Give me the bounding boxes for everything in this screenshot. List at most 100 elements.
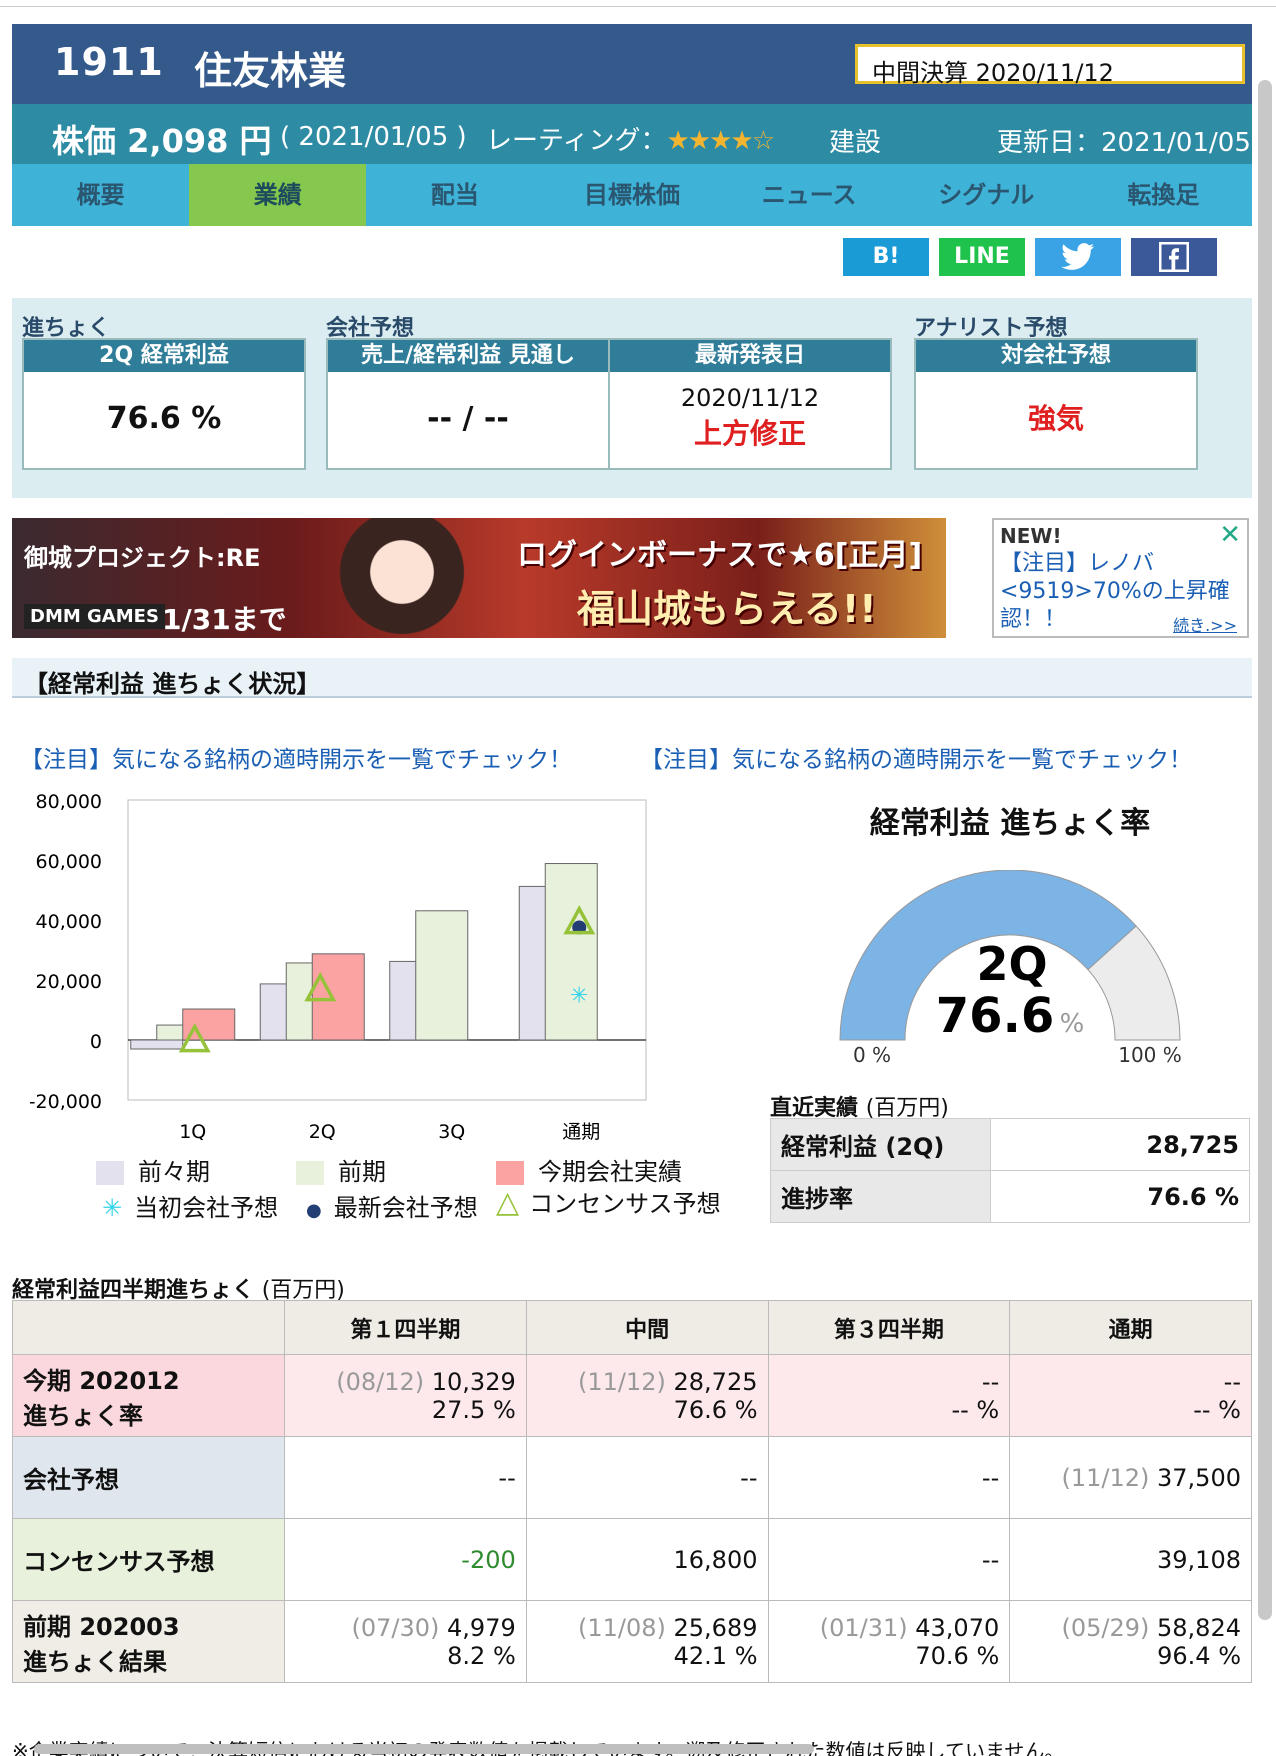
summary-panel: 進ちょく 会社予想 アナリスト予想 2Q 経常利益 76.6 % 売上/経常利益… (12, 298, 1252, 498)
recent-key: 経常利益 (2Q) (770, 1118, 991, 1171)
progress-box: 2Q 経常利益 76.6 % (22, 338, 306, 470)
y-tick-label: 20,000 (36, 971, 102, 993)
horizontal-scrollbar[interactable] (34, 1744, 814, 1754)
row-label-main: 会社予想 (23, 1466, 119, 1494)
column-header: 第１四半期 (284, 1300, 527, 1355)
company-section-label: 会社予想 (326, 316, 415, 341)
table-row: 経常利益 (2Q) 28,725 (770, 1118, 1250, 1171)
tab-4[interactable]: ニュース (761, 181, 857, 209)
quarterly-progress-table: 第１四半期 中間 第３四半期 通期 今期 202012 進ちょく率 (08/12) 10,… (12, 1300, 1252, 1683)
banner-character-image (312, 518, 492, 638)
gauge-quarter: 2Q (976, 937, 1047, 991)
banner-publisher: DMM GAMES (24, 604, 165, 629)
line-share-button[interactable]: LINE (939, 238, 1025, 276)
table-cell: -- (284, 1436, 527, 1519)
tab-0[interactable]: 概要 (76, 181, 125, 209)
recent-title: 直近実績 (百万円) (770, 1090, 949, 1122)
cell-value: -- (498, 1463, 516, 1492)
table-row: 今期 202012 進ちょく率 (08/12) 10,329 27.5 % (11/12… (12, 1354, 1252, 1437)
progress-box-head: 2Q 経常利益 (24, 340, 304, 372)
row-label-sub: 進ちょく結果 (23, 1647, 167, 1676)
gauge-title: 経常利益 進ちょく率 (869, 806, 1151, 841)
cell-value: 25,689 (673, 1613, 758, 1642)
updated-date: 更新日：2021/01/05 (997, 128, 1251, 158)
tab-6[interactable]: 転換足 (1127, 181, 1200, 209)
legend-item-latest: ● 最新会社予想 (306, 1188, 478, 1223)
cell-date: (01/31) (819, 1613, 908, 1642)
vertical-scrollbar[interactable] (1258, 80, 1272, 1620)
rating-label: レーティング： (486, 126, 667, 156)
notice-link-left[interactable]: 【注目】気になる銘柄の適時開示を一覧でチェック！ (20, 747, 572, 773)
banner-line1: ログインボーナスで★6[正月] (517, 538, 923, 573)
legend-label: 前期 (338, 1158, 386, 1186)
table-cell: (05/29) 58,824 96.4 % (1009, 1600, 1252, 1683)
sector-link[interactable]: 建設 (829, 128, 882, 158)
consensus-marker (178, 1022, 211, 1053)
tab-2[interactable]: 配当 (430, 181, 479, 209)
cell-date: (11/08) (577, 1613, 666, 1642)
column-header: 第３四半期 (767, 1300, 1011, 1355)
gauge-value: 76.6 (936, 988, 1054, 1044)
legend-label: 前々期 (138, 1158, 210, 1186)
rating: レーティング：★★★★☆ (486, 120, 775, 157)
twitter-icon (1061, 243, 1095, 270)
cell-sub: 70.6 % (915, 1641, 1000, 1670)
price-bar: 株価 2,098 円 ( 2021/01/05 ) レーティング：★★★★☆ 建… (12, 104, 1252, 164)
row-label: 会社予想 (12, 1436, 285, 1519)
cell-value: -- (981, 1463, 1000, 1492)
hatena-bookmark-button[interactable]: B! (843, 238, 929, 276)
table-cell: -- -- % (767, 1354, 1011, 1437)
triangle-icon: △ (496, 1185, 520, 1220)
legend-item-initial: ✳ 当初会社予想 (102, 1188, 278, 1223)
facebook-share-button[interactable] (1131, 238, 1217, 276)
cell-sub: 27.5 % (431, 1395, 516, 1424)
ad-close-icon[interactable]: ✕ (1219, 520, 1241, 550)
legend-label: 当初会社予想 (134, 1194, 279, 1222)
text-ad[interactable]: NEW! ✕ 【注目】レノバ<9519>70%の上昇確認！！ 続き.>> (992, 518, 1249, 638)
chart-legend: 前々期 前期 今期会社実績 ✳ 当初会社予想 ● 最新会社予想 △ コンセンサス予想 (96, 1152, 756, 1232)
recent-value: 76.6 % (990, 1170, 1250, 1223)
cell-value: 39,108 (1157, 1545, 1241, 1574)
cell-value: -200 (461, 1545, 516, 1574)
price-date: ( 2021/01/05 ) (280, 122, 467, 152)
initial-forecast-marker: ✳ (570, 984, 588, 1009)
cell-sub: -- % (1193, 1395, 1241, 1424)
legend-item-prev2: 前々期 (96, 1152, 210, 1187)
tab-5[interactable]: シグナル (938, 181, 1035, 209)
latest-date: 2020/11/12 (680, 384, 820, 412)
legend-item-consensus: △ コンセンサス予想 (496, 1184, 721, 1220)
cell-sub: 8.2 % (447, 1641, 516, 1670)
tab-1[interactable]: 業績 (189, 164, 367, 226)
table-cell: (11/12) 28,725 76.6 % (525, 1354, 769, 1437)
notice-link-right[interactable]: 【注目】気になる銘柄の適時開示を一覧でチェック！ (640, 747, 1192, 773)
latest-box-head: 最新発表日 (610, 340, 890, 372)
tab-3[interactable]: 目標株価 (583, 181, 680, 209)
table-cell: (07/30) 4,979 8.2 % (284, 1600, 527, 1683)
row-label-sub: 進ちょく率 (23, 1401, 143, 1430)
dot-icon: ● (306, 1200, 322, 1221)
twitter-share-button[interactable] (1035, 238, 1121, 276)
asterisk-icon: ✳ (102, 1194, 123, 1222)
column-header (12, 1300, 285, 1355)
table-row: コンセンサス予想 -200 16,800 -- 39,108 (12, 1518, 1252, 1601)
top-divider (0, 0, 1276, 7)
ad-more-link[interactable]: 続き.>> (1173, 616, 1237, 635)
progress-box-value: 76.6 % (106, 401, 222, 436)
game-banner-ad[interactable]: 御城プロジェクト:RE DMM GAMES 1/31まで ログインボーナスで★6… (12, 518, 946, 638)
gauge-unit: % (1060, 1009, 1085, 1039)
gauge-min-label: 0 % (853, 1043, 891, 1067)
banner-line2: 福山城もらえる!! (577, 587, 877, 631)
table-row: 会社予想 -- -- -- (11/12) 37,500 (12, 1436, 1252, 1519)
cell-value: -- (1223, 1367, 1241, 1396)
outlook-box: 売上/経常利益 見通し -- / -- (326, 338, 610, 470)
cell-value: -- (740, 1463, 758, 1492)
cell-value: 4,979 (447, 1613, 516, 1642)
cell-date: (08/12) (336, 1367, 425, 1396)
table-cell: -- (767, 1518, 1011, 1601)
bar-0-0 (130, 1039, 184, 1050)
quarterly-title-text: 経常利益四半期進ちょく (12, 1278, 255, 1303)
table-cell: 39,108 (1009, 1518, 1252, 1601)
cell-sub: 42.1 % (673, 1641, 758, 1670)
row-label-main: コンセンサス予想 (23, 1548, 215, 1576)
recent-title-text: 直近実績 (770, 1096, 859, 1121)
